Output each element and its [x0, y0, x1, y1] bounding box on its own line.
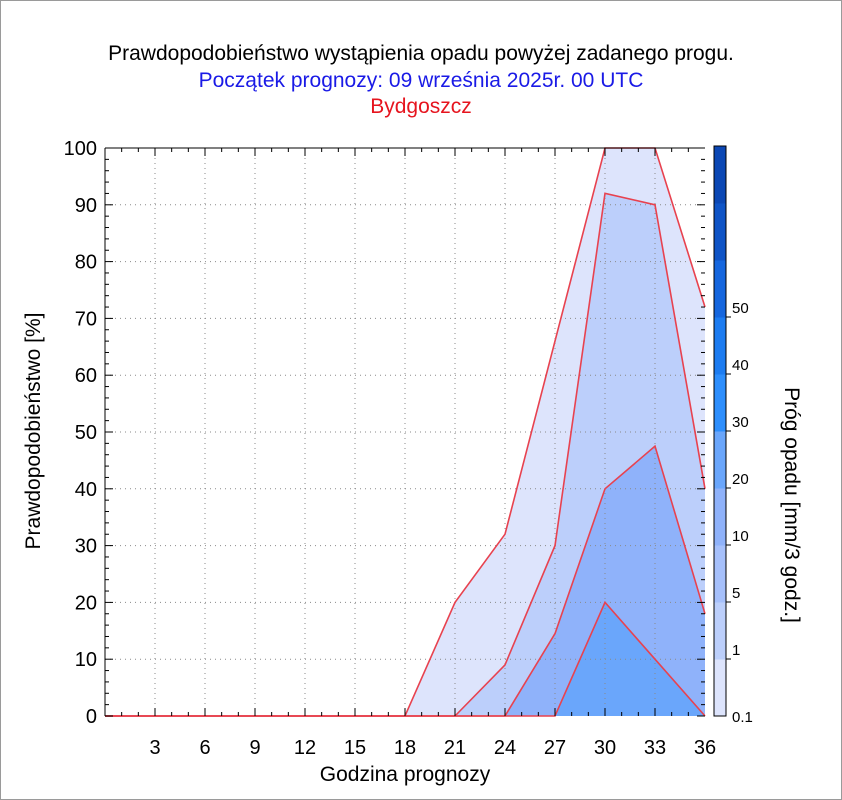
x-tick-label: 15: [344, 737, 366, 759]
colorbar: 0.1 1 5 10 20 30 40 50: [713, 145, 753, 726]
x-tick-label: 9: [249, 737, 260, 759]
x-tick-label: 12: [294, 737, 316, 759]
band-area-1: [105, 193, 705, 716]
colorbar-tick-label: 5: [732, 585, 740, 602]
y-tick-label: 80: [75, 252, 97, 274]
colorbar-segment: [714, 317, 726, 375]
x-tick-label: 27: [544, 737, 566, 759]
y-tick-label: 90: [75, 195, 97, 217]
colorbar-segment: [714, 545, 726, 603]
x-axis-label: Godzina prognozy: [320, 763, 491, 786]
x-tick-label: 21: [444, 737, 466, 759]
colorbar-tick-label: 50: [732, 300, 749, 317]
x-tick-label: 33: [644, 737, 666, 759]
x-tick-label: 30: [594, 737, 616, 759]
x-tick-label: 3: [149, 737, 160, 759]
colorbar-segment: [714, 260, 726, 318]
y-tick-label: 40: [75, 479, 97, 501]
y-tick-label: 10: [75, 649, 97, 671]
y-tick-label: 50: [75, 422, 97, 444]
colorbar-tick-label: 0.1: [732, 709, 753, 726]
location-label: Bydgoszcz: [370, 95, 472, 118]
colorbar-segment: [714, 488, 726, 546]
chart-title: Prawdopodobieństwo wystąpienia opadu pow…: [108, 42, 734, 65]
y-tick-label: 30: [75, 536, 97, 558]
x-tick-label: 18: [394, 737, 416, 759]
colorbar-tick-label: 1: [732, 642, 740, 659]
colorbar-segment: [714, 374, 726, 432]
x-tick-label: 36: [694, 737, 716, 759]
colorbar-tick-label: 30: [732, 414, 749, 431]
y-tick-label: 20: [75, 592, 97, 614]
colorbar-tick-label: 20: [732, 471, 749, 488]
colorbar-label: Próg opadu [mm/3 godz.]: [780, 387, 803, 623]
x-tick-label: 6: [199, 737, 210, 759]
y-tick-label: 70: [75, 308, 97, 330]
colorbar-tick-label: 10: [732, 528, 749, 545]
y-tick-label: 100: [64, 138, 97, 160]
colorbar-segment: [714, 431, 726, 489]
colorbar-tick-label: 40: [732, 357, 749, 374]
y-axis-label: Prawdopodobieństwo [%]: [22, 313, 45, 550]
y-tick-label: 60: [75, 365, 97, 387]
colorbar-segment: [714, 602, 726, 660]
x-tick-label: 24: [494, 737, 516, 759]
colorbar-segment: [714, 203, 726, 261]
colorbar-segment: [714, 659, 726, 717]
colorbar-segment: [714, 146, 726, 204]
y-tick-label: 0: [86, 706, 97, 728]
chart-subtitle: Początek prognozy: 09 września 2025r. 00…: [198, 69, 644, 92]
